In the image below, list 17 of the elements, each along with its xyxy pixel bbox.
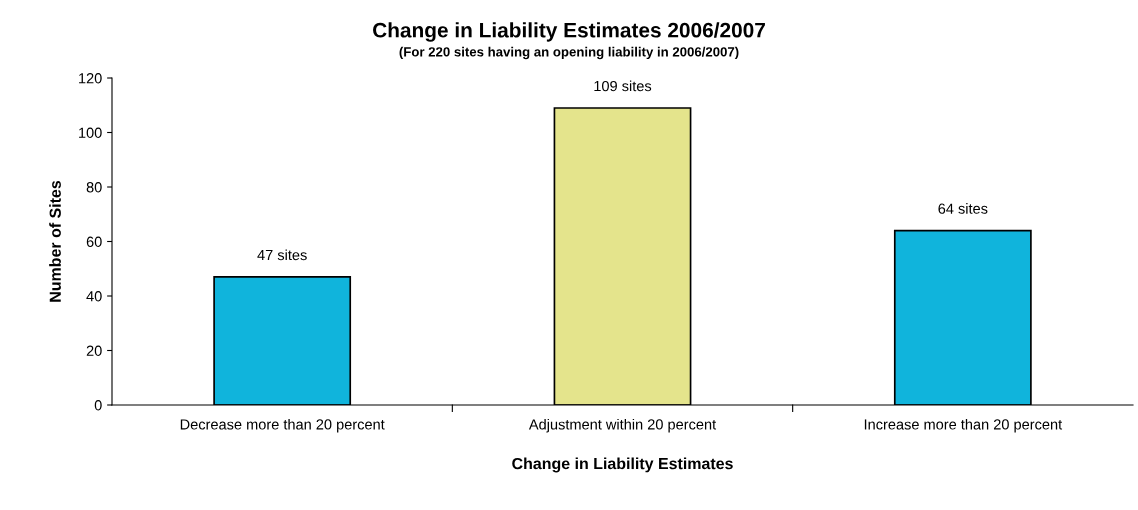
data-label: 64 sites [938, 203, 988, 214]
y-tick-label: 20 [86, 345, 102, 356]
chart-subtitle: (For 220 sites having an opening liability in 2006/2007) [399, 46, 739, 60]
y-tick-label: 120 [79, 73, 102, 84]
x-tick-label: Increase more than 20 percent [864, 418, 1063, 433]
x-axis-title: Change in Liability Estimates [512, 457, 733, 473]
y-tick-label: 60 [86, 236, 102, 247]
y-tick-label: 40 [86, 291, 102, 302]
x-tick-label: Decrease more than 20 percent [180, 418, 385, 433]
x-tick-label: Adjustment within 20 percent [528, 418, 717, 433]
y-tick-label: 80 [86, 182, 102, 193]
y-tick-label: 100 [79, 127, 102, 138]
y-axis-title: Number of Sites [49, 180, 61, 302]
data-label: 109 sites [594, 80, 652, 92]
data-label: 47 sites [257, 249, 307, 261]
chart-title: Change in Liability Estimates 2006/2007 [373, 22, 765, 42]
y-tick-label: 0 [94, 400, 102, 411]
